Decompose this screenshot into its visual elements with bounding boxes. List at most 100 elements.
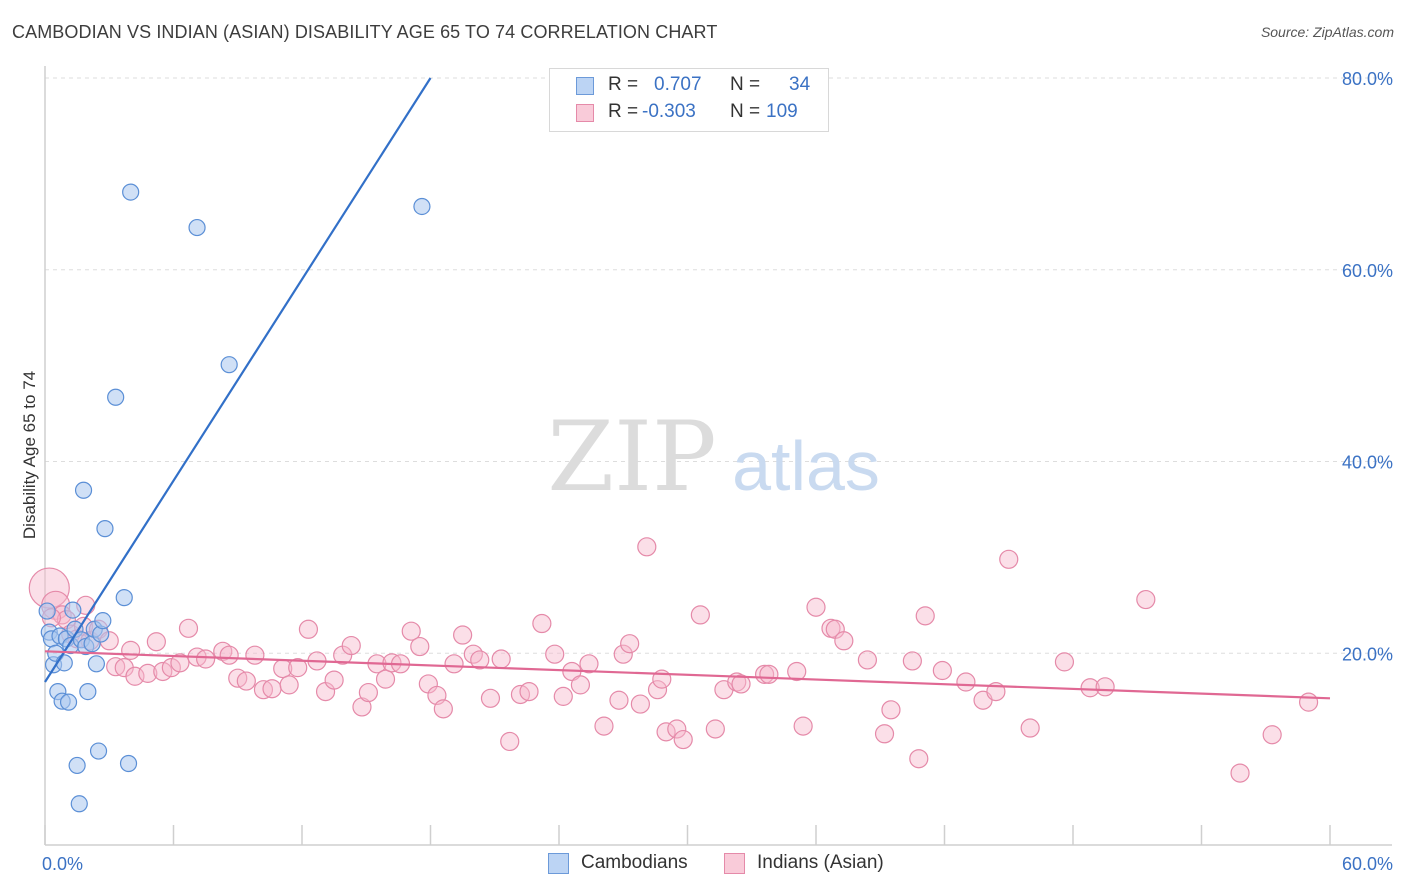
data-point-indians	[857, 650, 878, 670]
trend-lines	[44, 77, 1331, 700]
data-point-cambodians	[122, 183, 140, 201]
data-point-indians	[375, 669, 396, 689]
data-point-indians	[806, 597, 826, 617]
legend-n-label: N =	[730, 74, 761, 95]
data-point-indians	[453, 625, 473, 645]
data-point-indians	[667, 719, 687, 739]
data-point-indians	[909, 749, 929, 769]
data-point-indians	[410, 636, 430, 657]
data-point-indians	[609, 690, 629, 710]
series-indians-points	[28, 537, 1319, 783]
data-point-indians	[470, 650, 490, 670]
data-point-cambodians	[89, 742, 108, 760]
data-point-indians	[690, 605, 710, 625]
data-point-indians	[245, 645, 265, 665]
data-point-indians	[705, 719, 725, 739]
data-point-cambodians	[96, 520, 114, 538]
data-point-indians	[341, 635, 361, 656]
data-point-indians	[915, 606, 935, 626]
data-point-indians	[793, 716, 813, 736]
data-point-cambodians	[220, 356, 238, 374]
data-point-cambodians	[68, 756, 86, 775]
data-point-indians	[656, 722, 676, 742]
data-point-indians	[1020, 718, 1040, 738]
data-point-indians	[902, 651, 922, 671]
data-point-indians	[500, 731, 520, 752]
data-point-indians	[352, 697, 372, 717]
data-point-indians	[834, 631, 854, 651]
data-point-indians	[594, 716, 614, 736]
legend-r-value: 0.707	[654, 74, 702, 95]
data-point-cambodians	[70, 795, 88, 813]
data-point-indians	[579, 654, 599, 674]
data-point-cambodians	[55, 654, 73, 672]
data-point-indians	[553, 686, 573, 706]
data-point-cambodians	[74, 481, 93, 499]
watermark: ZIP atlas	[547, 401, 880, 513]
legend-n-value: 34	[789, 74, 811, 95]
x-tick-label: 60.0%	[1342, 854, 1393, 874]
bottom-legend-label: Indians (Asian)	[757, 852, 884, 873]
data-point-indians	[121, 640, 141, 660]
legend-n-label: N =	[730, 101, 761, 122]
data-point-cambodians	[79, 682, 97, 701]
data-point-indians	[444, 654, 464, 674]
axes	[44, 66, 1392, 846]
data-point-indians	[324, 670, 344, 690]
trend-line-indians	[44, 650, 1331, 700]
data-point-indians	[298, 619, 319, 639]
bottom-legend-swatch-blue	[548, 853, 569, 874]
data-point-indians	[637, 537, 657, 557]
data-point-indians	[759, 664, 779, 684]
trend-line-cambodians	[44, 77, 432, 683]
data-point-indians	[932, 660, 952, 681]
data-point-indians	[170, 653, 190, 673]
data-point-indians	[178, 618, 199, 638]
x-tick-label: 0.0%	[42, 854, 83, 874]
data-point-indians	[647, 680, 668, 700]
y-tick-label: 40.0%	[1342, 453, 1393, 473]
data-point-cambodians	[115, 589, 133, 607]
data-point-indians	[433, 699, 453, 719]
gridlines	[45, 77, 1392, 654]
data-point-cambodians	[59, 693, 78, 711]
data-point-indians	[480, 688, 501, 708]
data-point-indians	[532, 613, 552, 634]
data-point-indians	[236, 671, 256, 691]
data-point-indians	[1136, 589, 1156, 610]
legend-row-cambodians: R = 0.707 N = 34	[550, 74, 828, 100]
y-tick-label: 20.0%	[1342, 644, 1393, 664]
data-point-indians	[288, 658, 308, 678]
data-point-indians	[545, 644, 565, 664]
data-point-indians	[1230, 763, 1250, 783]
legend-r-label: R =	[608, 74, 639, 95]
source-label: Source: ZipAtlas.com	[1260, 24, 1394, 40]
chart-title: CAMBODIAN VS INDIAN (ASIAN) DISABILITY A…	[12, 22, 718, 42]
data-point-cambodians	[413, 197, 431, 216]
data-point-indians	[999, 549, 1019, 569]
data-point-indians	[138, 663, 158, 683]
data-point-indians	[358, 682, 378, 703]
legend-swatch-blue	[576, 77, 594, 95]
tick-labels: 20.0% 40.0% 60.0% 80.0% 0.0% 60.0%	[42, 69, 1393, 874]
data-point-indians	[1054, 652, 1075, 672]
data-point-indians	[613, 644, 633, 664]
bottom-legend-label: Cambodians	[581, 852, 688, 873]
legend-swatch-pink	[576, 104, 594, 122]
correlation-legend: R = 0.707 N = 34 R = -0.303 N = 109	[549, 68, 829, 132]
data-point-cambodians	[64, 601, 82, 619]
data-point-indians	[787, 661, 807, 682]
data-point-cambodians	[119, 754, 138, 773]
data-point-indians	[491, 649, 511, 669]
data-point-indians	[881, 700, 901, 720]
data-point-indians	[262, 679, 282, 699]
legend-row-indians: R = -0.303 N = 109	[550, 101, 828, 127]
data-point-cambodians	[87, 655, 106, 673]
data-point-cambodians	[107, 388, 125, 406]
data-point-indians	[519, 681, 539, 702]
data-point-indians	[620, 634, 640, 654]
data-point-indians	[1080, 678, 1100, 698]
data-point-indians	[731, 674, 751, 694]
data-point-indians	[279, 675, 299, 695]
